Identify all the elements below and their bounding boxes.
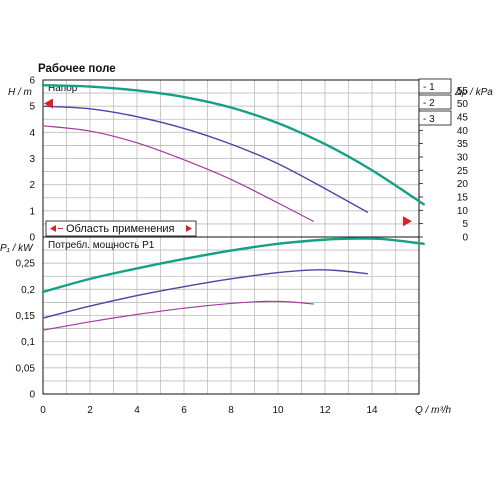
x-tick-label: 2	[87, 405, 93, 416]
top-left-tick-label: 3	[29, 154, 35, 165]
top-right-tick-label: 0	[462, 233, 468, 244]
top-right-tick-label: 40	[457, 126, 469, 137]
power-curve-3	[42, 300, 314, 331]
bottom-panel-frame	[42, 236, 420, 395]
application-range-label: Область применения	[66, 223, 175, 235]
left-limit-marker	[44, 98, 53, 109]
x-axis-label: Q / m³/h	[415, 405, 452, 416]
top-right-tick-label: 30	[457, 152, 469, 163]
bottom-left-tick-label: 0,2	[21, 285, 35, 296]
x-tick-label: 6	[181, 405, 187, 416]
chart-title: Рабочее поле	[38, 63, 116, 75]
top-right-axis-label: Δp / kPa	[454, 87, 493, 98]
bottom-left-tick-label: 0,1	[21, 337, 35, 348]
power-curve-2	[42, 269, 368, 319]
application-range-right-arrow	[186, 225, 192, 232]
legend-item-2-label: - 2	[423, 98, 435, 109]
top-right-tick-label: 25	[457, 166, 469, 177]
legend-item-3-label: - 3	[423, 114, 435, 125]
legend-item-2-box	[418, 94, 452, 110]
bottom-left-axis-label: P₁ / kW	[0, 243, 34, 254]
bottom-left-tick-label: 0	[29, 390, 35, 401]
top-left-tick-label: 5	[29, 102, 35, 113]
bottom-left-tick-label: 0,15	[16, 311, 36, 322]
top-left-tick-label: 2	[29, 180, 35, 191]
top-left-tick-label: 6	[29, 76, 35, 87]
top-right-tick-label: 15	[457, 192, 469, 203]
legend-item-1-label: - 1	[423, 82, 435, 93]
top-right-tick-label: 5	[462, 219, 468, 230]
application-range-box	[45, 220, 197, 237]
head-curve-2	[42, 105, 368, 213]
x-tick-label: 4	[134, 405, 140, 416]
right-limit-marker	[403, 216, 412, 227]
top-left-tick-label: 4	[29, 128, 35, 139]
top-right-tick-label: 50	[457, 99, 469, 110]
series	[41, 84, 425, 331]
bottom-panel-label: Потребл. мощность P1	[48, 239, 155, 251]
markers	[44, 98, 412, 227]
application-range: Область применения	[45, 220, 197, 237]
legend-item-1-box	[418, 78, 452, 94]
legend-item-3-box	[418, 110, 452, 126]
tick-labels: 0 2 4 6 8 10 12 1401234560510152025303540455055…	[16, 76, 469, 417]
top-right-tick-label: 45	[457, 112, 469, 123]
power-curve-1	[41, 237, 425, 294]
top-right-tick-label: 10	[457, 206, 469, 217]
x-tick-label: 12	[319, 405, 331, 416]
bottom-left-tick-label: 0,05	[16, 363, 36, 374]
x-tick-label: 8	[228, 405, 234, 416]
x-tick-label: 14	[366, 405, 378, 416]
top-panel-label: Напор	[48, 83, 78, 94]
bottom-left-tick-label: 0,25	[16, 259, 36, 270]
top-right-tick-label: 35	[457, 139, 469, 150]
top-right-tick-label: 20	[457, 179, 469, 190]
top-left-tick-label: 1	[29, 206, 35, 217]
head-curve-1	[41, 84, 425, 206]
top-left-axis-label: H / m	[8, 87, 32, 98]
top-left-tick-label: 0	[29, 233, 35, 244]
x-tick-label: 0	[40, 405, 46, 416]
x-tick-label: 10	[272, 405, 284, 416]
legend: - 1 - 2 - 3	[418, 78, 452, 126]
top-right-tick-label: 55	[457, 86, 469, 97]
head-curve-3	[42, 125, 314, 222]
application-range-left-arrow	[50, 225, 56, 232]
